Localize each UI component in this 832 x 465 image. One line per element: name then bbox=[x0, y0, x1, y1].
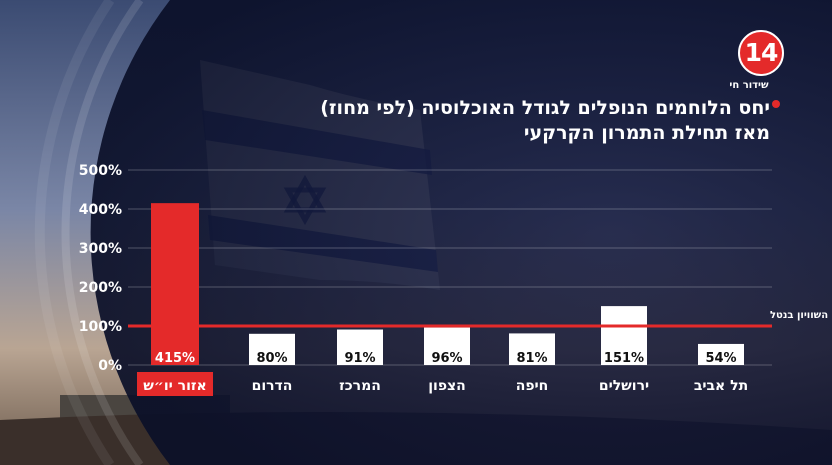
channel-logo: 14 bbox=[738, 30, 784, 76]
x-tick-label: חיפה bbox=[516, 378, 549, 394]
bar bbox=[249, 333, 295, 365]
bar bbox=[151, 203, 199, 365]
category-highlight-box bbox=[137, 372, 213, 396]
y-tick-label: 0% bbox=[98, 358, 122, 374]
live-broadcast-label: שידור חי bbox=[729, 80, 769, 91]
x-tick-label: המרכז bbox=[339, 378, 381, 394]
title-line-2: מאז תחילת התמרון הקרקעי bbox=[523, 122, 770, 144]
bar bbox=[601, 306, 647, 365]
title-bullet bbox=[772, 100, 780, 108]
y-tick-label: 400% bbox=[79, 202, 122, 218]
bar bbox=[698, 343, 744, 365]
y-tick-label: 200% bbox=[79, 280, 122, 296]
x-tick-label: הדרום bbox=[252, 378, 293, 394]
bar-value-label: 54% bbox=[705, 351, 736, 366]
bar-value-label: 81% bbox=[516, 351, 547, 366]
title-line-1: יחס הלוחמים הנופלים לגודל האוכלוסיה (לפי… bbox=[320, 97, 770, 119]
y-tick-label: 300% bbox=[79, 241, 122, 257]
bar-value-label: 415% bbox=[155, 351, 195, 366]
chart-title: יחס הלוחמים הנופלים לגודל האוכלוסיה (לפי… bbox=[70, 96, 770, 146]
bar bbox=[509, 333, 555, 365]
x-tick-label: אזור יו״ש bbox=[143, 378, 206, 394]
bar-value-label: 151% bbox=[604, 351, 644, 366]
bar bbox=[424, 327, 470, 365]
bar-value-label: 80% bbox=[256, 351, 287, 366]
y-tick-label: 500% bbox=[79, 163, 122, 179]
bar bbox=[337, 329, 383, 365]
x-tick-label: ירושלים bbox=[599, 378, 649, 394]
x-tick-label: תל אביב bbox=[694, 378, 748, 394]
y-tick-label: 100% bbox=[79, 319, 122, 335]
reference-line-label: קו השוויון בנטל bbox=[770, 310, 832, 321]
bar-value-label: 96% bbox=[431, 351, 462, 366]
x-tick-label: הצפון bbox=[428, 378, 466, 394]
bar-value-label: 91% bbox=[344, 351, 375, 366]
